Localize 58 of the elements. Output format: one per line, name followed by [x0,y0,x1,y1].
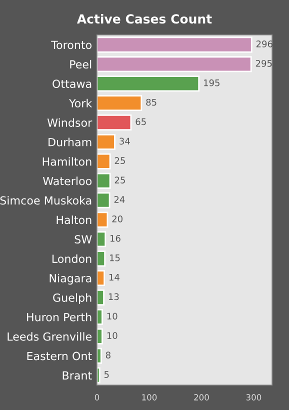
data-label: 195 [204,79,220,86]
data-label: 25 [114,157,125,164]
bar [97,192,110,208]
y-tick-label: Leeds Grenville [8,332,92,341]
data-label: 24 [114,196,125,203]
y-tick-label: Simcoe Muskoka [0,196,92,205]
y-tick-label: Windsor [47,118,92,127]
bar [97,134,116,150]
x-tick-label: 100 [142,394,157,400]
bar [97,348,102,364]
data-label: 295 [256,60,272,67]
data-label: 25 [114,176,125,184]
x-tick-label: 0 [94,394,100,400]
data-label: 13 [108,293,119,300]
bar [97,212,108,228]
bar [97,250,106,267]
data-label: 14 [109,274,120,281]
data-label: 34 [120,138,130,145]
y-tick-label: Hamilton [42,157,92,166]
y-tick-label: SW [74,235,92,244]
bar [97,290,104,306]
y-tick-label: Waterloo [42,176,92,186]
y-tick-label: Guelph [53,293,92,304]
y-tick-label: London [52,254,92,263]
bar [97,76,200,92]
y-tick-label: Niagara [50,274,92,285]
data-label: 20 [112,216,123,222]
data-label: 65 [136,118,146,126]
bar [97,270,106,286]
bar [97,308,103,325]
data-label: 10 [107,332,118,340]
data-label: 10 [107,312,118,320]
data-label: 85 [146,98,156,106]
y-tick-label: Durham [48,138,92,146]
y-tick-label: York [69,98,92,108]
data-label: 15 [110,254,120,262]
data-label: 16 [110,234,120,242]
bar [97,36,252,53]
y-tick-label: Ottawa [52,80,92,88]
y-tick-label: Huron Perth [27,312,92,322]
bar [97,56,252,72]
bar [97,172,111,189]
x-tick-label: 200 [194,394,209,400]
chart-title: Active Cases Count [76,14,212,24]
y-tick-label: Eastern Ont [27,352,92,360]
data-label: 5 [104,371,109,378]
x-tick-label: 300 [246,394,262,400]
y-tick-label: Brant [62,371,92,380]
data-label: 8 [106,352,110,358]
bar [97,95,142,112]
bar [97,367,100,384]
y-tick-label: Halton [56,216,92,224]
bar [97,328,103,344]
bar [97,153,111,170]
y-tick-label: Peel [70,60,92,69]
bar [97,231,106,248]
y-tick-label: Toronto [51,40,92,50]
bar [97,114,132,130]
